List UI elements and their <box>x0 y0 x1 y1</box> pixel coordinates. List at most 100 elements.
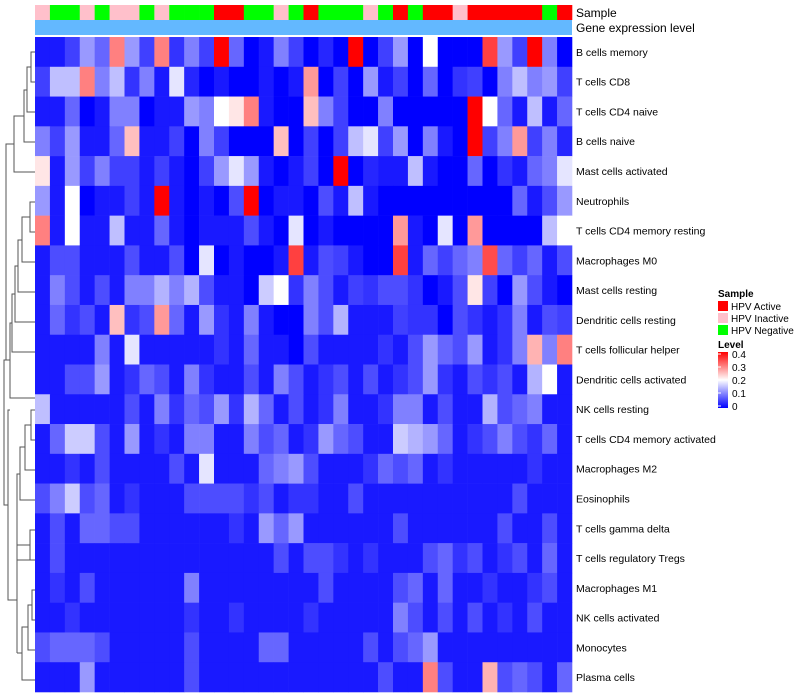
heatmap-cell <box>139 245 155 276</box>
heatmap-cell <box>333 662 349 693</box>
heatmap-cell <box>437 602 453 633</box>
heatmap-cell <box>407 245 424 276</box>
heatmap-cell <box>94 483 110 514</box>
heatmap-cell <box>467 334 483 365</box>
heatmap-cell <box>64 66 81 97</box>
heatmap-cell <box>184 364 200 395</box>
heatmap-cell <box>407 424 424 455</box>
heatmap-cell <box>243 394 260 425</box>
heatmap-cell <box>258 215 274 246</box>
heatmap-cell <box>184 96 200 127</box>
heatmap-cell <box>318 543 334 574</box>
sample-annotation-cell <box>407 5 424 20</box>
heatmap-cell <box>318 245 334 276</box>
heatmap-cell <box>49 394 66 425</box>
heatmap-cell <box>169 424 185 455</box>
level-tick-label: 0.2 <box>732 376 746 387</box>
heatmap-cell <box>94 96 110 127</box>
heatmap-cell <box>363 632 379 663</box>
heatmap-cell <box>154 215 170 246</box>
heatmap-cell <box>169 304 185 336</box>
heatmap-cell <box>258 126 274 157</box>
heatmap-cell <box>452 394 468 425</box>
heatmap-cell <box>363 453 379 484</box>
heatmap-cell <box>109 334 125 365</box>
heatmap-cell <box>169 334 185 365</box>
heatmap-cell <box>542 304 558 336</box>
heatmap-cell <box>378 275 394 306</box>
heatmap-cell <box>437 394 453 425</box>
heatmap-cell <box>35 572 51 603</box>
heatmap-cell <box>452 126 468 157</box>
heatmap-cell <box>378 602 394 633</box>
heatmap-cell <box>437 275 453 306</box>
heatmap-cell <box>482 543 498 574</box>
heatmap-cell <box>407 96 424 127</box>
heatmap-cell <box>184 572 200 603</box>
heatmap-cell <box>228 364 245 395</box>
heatmap-cell <box>109 96 125 127</box>
heatmap-cell <box>35 96 51 127</box>
heatmap-cell <box>109 156 125 187</box>
heatmap-cell <box>497 662 513 693</box>
heatmap-cell <box>482 126 498 157</box>
heatmap-cell <box>422 96 439 127</box>
heatmap-cell <box>407 572 424 603</box>
heatmap-cell <box>393 334 409 365</box>
heatmap-cell <box>512 245 528 276</box>
heatmap-cell <box>139 156 155 187</box>
heatmap-cell <box>273 156 289 187</box>
heatmap-cell <box>348 275 364 306</box>
heatmap-cell <box>527 453 543 484</box>
heatmap-cell <box>318 662 334 693</box>
heatmap-cell <box>467 156 483 187</box>
heatmap-cell <box>228 424 245 455</box>
row-label: B cells memory <box>576 47 649 59</box>
heatmap-cell <box>243 126 260 157</box>
heatmap-cell <box>169 572 185 603</box>
heatmap-cell <box>437 304 453 336</box>
heatmap-cell <box>557 483 573 514</box>
sample-annotation-cell <box>228 5 245 20</box>
heatmap-cell <box>228 394 245 425</box>
heatmap-cell <box>527 37 543 68</box>
sample-annotation-cell <box>124 5 140 20</box>
heatmap-cell <box>333 245 349 276</box>
heatmap-cell <box>169 364 185 395</box>
heatmap-cell <box>437 215 453 246</box>
heatmap-cell <box>393 662 409 693</box>
heatmap-cell <box>288 185 304 216</box>
heatmap-cell <box>542 424 558 455</box>
heatmap-cell <box>363 602 379 633</box>
heatmap-cell <box>393 394 409 425</box>
heatmap-cell <box>512 304 528 336</box>
heatmap-cell <box>64 483 81 514</box>
heatmap-cell <box>393 632 409 663</box>
heatmap-cell <box>139 37 155 68</box>
heatmap-cell <box>437 453 453 484</box>
heatmap-cell <box>482 275 498 306</box>
heatmap-cell <box>348 126 364 157</box>
heatmap-cell <box>169 394 185 425</box>
heatmap-cell <box>437 96 453 127</box>
heatmap-cell <box>49 483 66 514</box>
heatmap-cell <box>199 185 215 216</box>
heatmap-cell <box>422 37 439 68</box>
heatmap-cell <box>363 185 379 216</box>
heatmap-cell <box>124 632 140 663</box>
heatmap-cell <box>437 513 453 544</box>
heatmap-cell <box>512 394 528 425</box>
heatmap-cell <box>49 304 66 336</box>
heatmap-cell <box>109 483 125 514</box>
heatmap-cell <box>124 602 140 633</box>
sample-annotation-cell <box>184 5 200 20</box>
heatmap-cell <box>273 662 289 693</box>
heatmap-cell <box>258 543 274 574</box>
heatmap-cell <box>154 364 170 395</box>
heatmap-cell <box>214 37 230 68</box>
heatmap-cell <box>273 66 289 97</box>
heatmap-cell <box>154 543 170 574</box>
heatmap-cell <box>184 215 200 246</box>
heatmap-cell <box>273 215 289 246</box>
heatmap-cell <box>482 37 498 68</box>
